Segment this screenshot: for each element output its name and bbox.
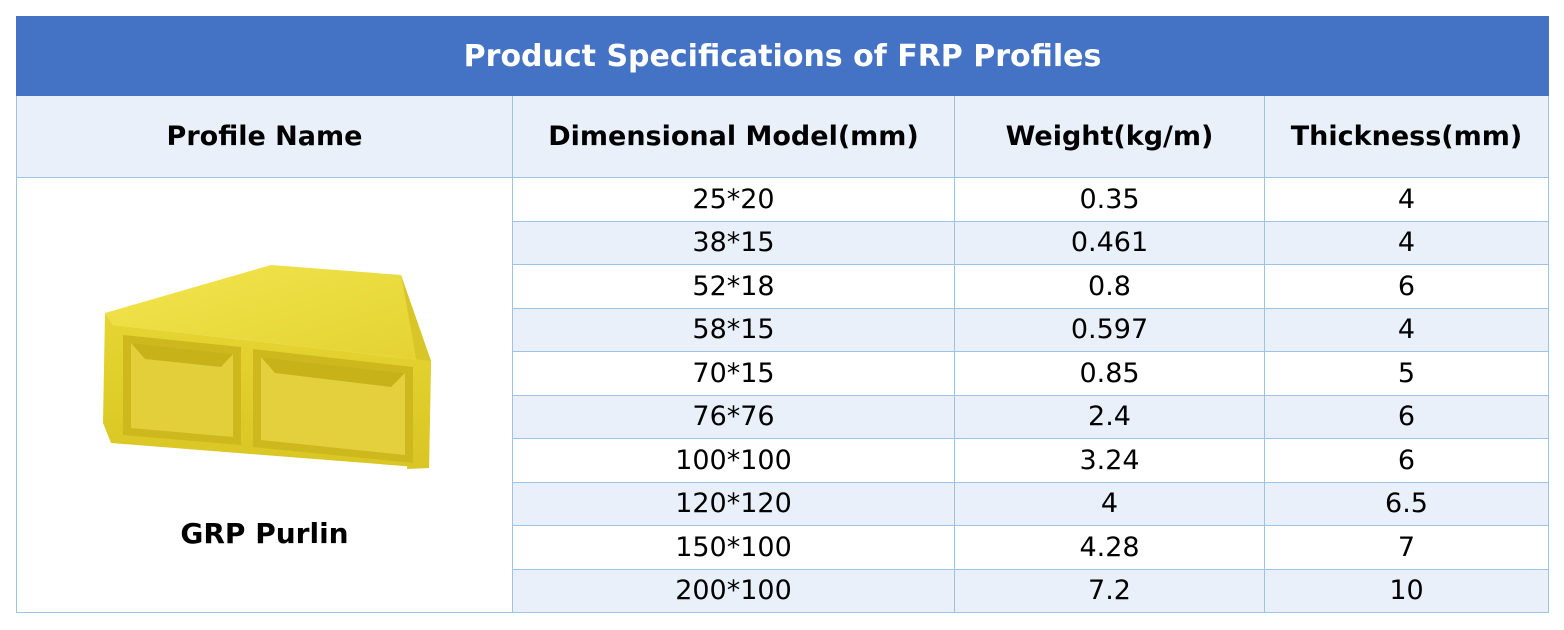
cell-model: 52*18: [512, 264, 955, 309]
cell-model: 100*100: [512, 438, 955, 483]
cell-thickness: 6.5: [1263, 481, 1550, 526]
table-row: 150*100 4.28 7: [17, 525, 1550, 570]
cell-model: 25*20: [512, 177, 955, 222]
cell-weight: 0.35: [954, 177, 1265, 222]
header-profile-name: Profile Name: [16, 95, 513, 178]
cell-weight: 4: [954, 481, 1265, 526]
cell-model: 120*120: [512, 481, 955, 526]
cell-thickness: 4: [1263, 307, 1550, 352]
cell-weight: 3.24: [954, 438, 1265, 483]
spec-table: Product Specifications of FRP Profiles P…: [15, 16, 1550, 613]
table-row: 100*100 3.24 6: [17, 438, 1550, 483]
cell-thickness: 6: [1263, 394, 1550, 439]
table-row: 70*15 0.85 5: [17, 351, 1550, 396]
cell-thickness: 7: [1263, 525, 1550, 570]
header-row: Profile Name Dimensional Model(mm) Weigh…: [16, 95, 1550, 178]
table-title: Product Specifications of FRP Profiles: [15, 16, 1550, 96]
cell-model: 150*100: [512, 525, 955, 570]
table-row: 38*15 0.461 4: [17, 220, 1550, 265]
cell-model: 70*15: [512, 351, 955, 396]
cell-weight: 2.4: [954, 394, 1265, 439]
cell-weight: 0.597: [954, 307, 1265, 352]
profile-name: GRP Purlin: [180, 517, 349, 550]
cell-weight: 4.28: [954, 525, 1265, 570]
table-row: 76*76 2.4 6: [17, 394, 1550, 439]
cell-thickness: 4: [1263, 177, 1550, 222]
cell-weight: 0.85: [954, 351, 1265, 396]
cell-weight: 0.461: [954, 220, 1265, 265]
title-row: Product Specifications of FRP Profiles: [15, 16, 1550, 96]
table-row: 200*100 7.2 10: [17, 568, 1550, 613]
table-row: 120*120 4 6.5: [17, 481, 1550, 526]
profile-cell: GRP Purlin: [16, 177, 513, 613]
table-row: 58*15 0.597 4: [17, 307, 1550, 352]
cell-model: 200*100: [512, 568, 955, 613]
cell-thickness: 4: [1263, 220, 1550, 265]
cell-thickness: 6: [1263, 438, 1550, 483]
table-row: 52*18 0.8 6: [17, 264, 1550, 309]
cell-thickness: 10: [1263, 568, 1550, 613]
cell-thickness: 6: [1263, 264, 1550, 309]
cell-model: 58*15: [512, 307, 955, 352]
cell-weight: 0.8: [954, 264, 1265, 309]
header-thickness: Thickness(mm): [1263, 95, 1550, 178]
cell-thickness: 5: [1263, 351, 1550, 396]
cell-model: 38*15: [512, 220, 955, 265]
header-dimensional-model: Dimensional Model(mm): [512, 95, 955, 178]
cell-model: 76*76: [512, 394, 955, 439]
table-row: GRP Purlin 25*20 0.35 4: [16, 177, 1550, 613]
grp-purlin-profile-icon: [103, 265, 431, 469]
header-weight: Weight(kg/m): [954, 95, 1265, 178]
cell-weight: 7.2: [954, 568, 1265, 613]
